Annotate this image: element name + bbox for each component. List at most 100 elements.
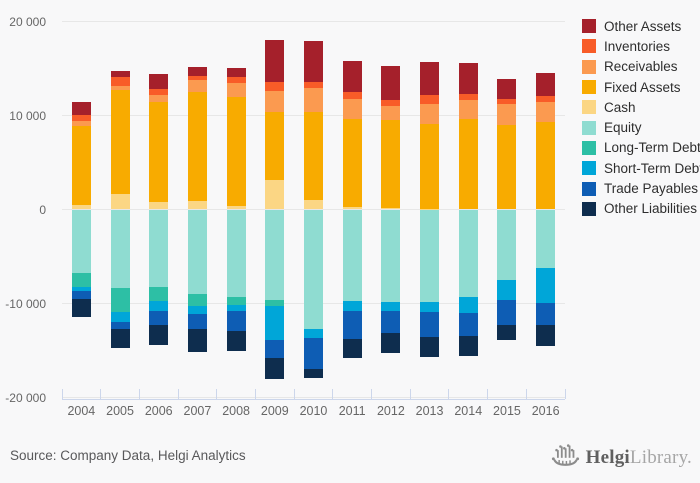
bar-2014-other-assets[interactable] <box>458 62 478 95</box>
legend-item-other-assets[interactable]: Other Assets <box>582 16 700 36</box>
bar-2014-fixed-assets[interactable] <box>458 118 478 210</box>
bar-2006-cash[interactable] <box>149 201 169 210</box>
legend-item-equity[interactable]: Equity <box>582 117 700 137</box>
bar-2016-equity[interactable] <box>536 209 556 268</box>
bar-2012-equity[interactable] <box>381 209 401 303</box>
bar-2011-other-assets[interactable] <box>342 60 362 92</box>
bar-2012-inventories[interactable] <box>381 99 401 107</box>
bar-2012-other-liabilities[interactable] <box>381 333 401 353</box>
bar-2011-other-liabilities[interactable] <box>342 338 362 359</box>
bar-2005-other-assets[interactable] <box>110 71 130 78</box>
legend-item-cash[interactable]: Cash <box>582 97 700 117</box>
bar-2006-other-liabilities[interactable] <box>149 324 169 346</box>
bar-2005-equity[interactable] <box>110 209 130 289</box>
bar-2009-equity[interactable] <box>265 209 285 300</box>
bar-2004-trade-payables[interactable] <box>71 290 91 299</box>
bar-2007-short-term-debt[interactable] <box>187 305 207 315</box>
bar-2011-short-term-debt[interactable] <box>342 300 362 311</box>
bar-2013-trade-payables[interactable] <box>420 312 440 337</box>
bar-2010-inventories[interactable] <box>304 82 323 89</box>
bar-2004-long-term-debt[interactable] <box>71 273 91 287</box>
bar-2009-other-assets[interactable] <box>265 39 285 82</box>
bar-2011-trade-payables[interactable] <box>342 310 362 339</box>
bar-2012-fixed-assets[interactable] <box>381 119 401 208</box>
bar-2005-short-term-debt[interactable] <box>110 312 130 323</box>
legend-item-other-liabilities[interactable]: Other Liabilities <box>582 199 700 219</box>
bar-2007-cash[interactable] <box>187 200 207 210</box>
bar-2011-cash[interactable] <box>342 206 362 210</box>
bar-2006-inventories[interactable] <box>149 88 169 96</box>
bar-2012-cash[interactable] <box>381 207 401 210</box>
bar-2011-equity[interactable] <box>342 209 362 301</box>
bar-2004-other-liabilities[interactable] <box>71 298 91 317</box>
bar-2006-short-term-debt[interactable] <box>149 300 169 311</box>
bar-2005-fixed-assets[interactable] <box>110 90 130 194</box>
bar-2005-other-liabilities[interactable] <box>110 328 130 348</box>
bar-2010-other-liabilities[interactable] <box>304 369 323 378</box>
bar-2014-short-term-debt[interactable] <box>458 296 478 314</box>
bar-2012-short-term-debt[interactable] <box>381 302 401 312</box>
bar-2004-cash[interactable] <box>71 204 91 210</box>
bar-2015-inventories[interactable] <box>497 99 517 105</box>
bar-2007-inventories[interactable] <box>187 76 207 80</box>
bar-2007-other-assets[interactable] <box>187 67 207 77</box>
bar-2004-other-assets[interactable] <box>71 102 91 116</box>
bar-2015-equity[interactable] <box>497 209 517 280</box>
bar-2008-other-liabilities[interactable] <box>226 330 246 351</box>
bar-2010-cash[interactable] <box>304 199 323 210</box>
legend-item-trade-payables[interactable]: Trade Payables <box>582 178 700 198</box>
bar-2015-other-assets[interactable] <box>497 78 517 100</box>
bar-2004-short-term-debt[interactable] <box>71 286 91 291</box>
bar-2013-other-assets[interactable] <box>420 62 440 96</box>
bar-2009-receivables[interactable] <box>265 90 285 112</box>
bar-2016-other-assets[interactable] <box>536 73 556 97</box>
bar-2012-receivables[interactable] <box>381 106 401 120</box>
bar-2009-other-liabilities[interactable] <box>265 357 285 380</box>
bar-2015-trade-payables[interactable] <box>497 299 517 325</box>
bar-2004-inventories[interactable] <box>71 115 91 122</box>
bar-2009-cash[interactable] <box>265 180 285 210</box>
bar-2006-receivables[interactable] <box>149 95 169 102</box>
bar-2004-receivables[interactable] <box>71 121 91 127</box>
bar-2006-fixed-assets[interactable] <box>149 101 169 202</box>
bar-2004-equity[interactable] <box>71 209 91 274</box>
bar-2005-long-term-debt[interactable] <box>110 288 130 313</box>
bar-2014-inventories[interactable] <box>458 94 478 100</box>
legend-item-receivables[interactable]: Receivables <box>582 57 700 77</box>
legend-item-long-term-debt[interactable]: Long-Term Debt <box>582 138 700 158</box>
bar-2010-fixed-assets[interactable] <box>304 111 323 200</box>
bar-2016-receivables[interactable] <box>536 101 556 122</box>
bar-2016-trade-payables[interactable] <box>536 302 556 326</box>
bar-2015-receivables[interactable] <box>497 104 517 126</box>
bar-2010-equity[interactable] <box>304 209 323 329</box>
bar-2007-long-term-debt[interactable] <box>187 294 207 306</box>
bar-2009-fixed-assets[interactable] <box>265 111 285 181</box>
bar-2008-long-term-debt[interactable] <box>226 296 246 306</box>
bar-2012-other-assets[interactable] <box>381 66 401 100</box>
bar-2014-trade-payables[interactable] <box>458 313 478 337</box>
bar-2006-trade-payables[interactable] <box>149 310 169 325</box>
bar-2009-long-term-debt[interactable] <box>265 299 285 307</box>
legend-item-fixed-assets[interactable]: Fixed Assets <box>582 77 700 97</box>
legend-item-inventories[interactable]: Inventories <box>582 36 700 56</box>
bar-2005-receivables[interactable] <box>110 85 130 91</box>
bar-2013-cash[interactable] <box>420 208 440 210</box>
bar-2011-inventories[interactable] <box>342 91 362 100</box>
bar-2014-receivables[interactable] <box>458 99 478 119</box>
bar-2013-receivables[interactable] <box>420 104 440 124</box>
bar-2008-short-term-debt[interactable] <box>226 305 246 311</box>
bar-2006-equity[interactable] <box>149 209 169 287</box>
bar-2007-fixed-assets[interactable] <box>187 91 207 201</box>
bar-2010-other-assets[interactable] <box>304 41 323 83</box>
bar-2008-receivables[interactable] <box>226 82 246 97</box>
bar-2013-inventories[interactable] <box>420 95 440 105</box>
bar-2009-short-term-debt[interactable] <box>265 306 285 341</box>
bar-2007-receivables[interactable] <box>187 79 207 92</box>
bar-2005-trade-payables[interactable] <box>110 322 130 329</box>
bar-2004-fixed-assets[interactable] <box>71 126 91 205</box>
bar-2010-receivables[interactable] <box>304 88 323 112</box>
bar-2007-equity[interactable] <box>187 209 207 295</box>
bar-2016-short-term-debt[interactable] <box>536 267 556 303</box>
bar-2016-inventories[interactable] <box>536 96 556 102</box>
bar-2013-short-term-debt[interactable] <box>420 301 440 313</box>
